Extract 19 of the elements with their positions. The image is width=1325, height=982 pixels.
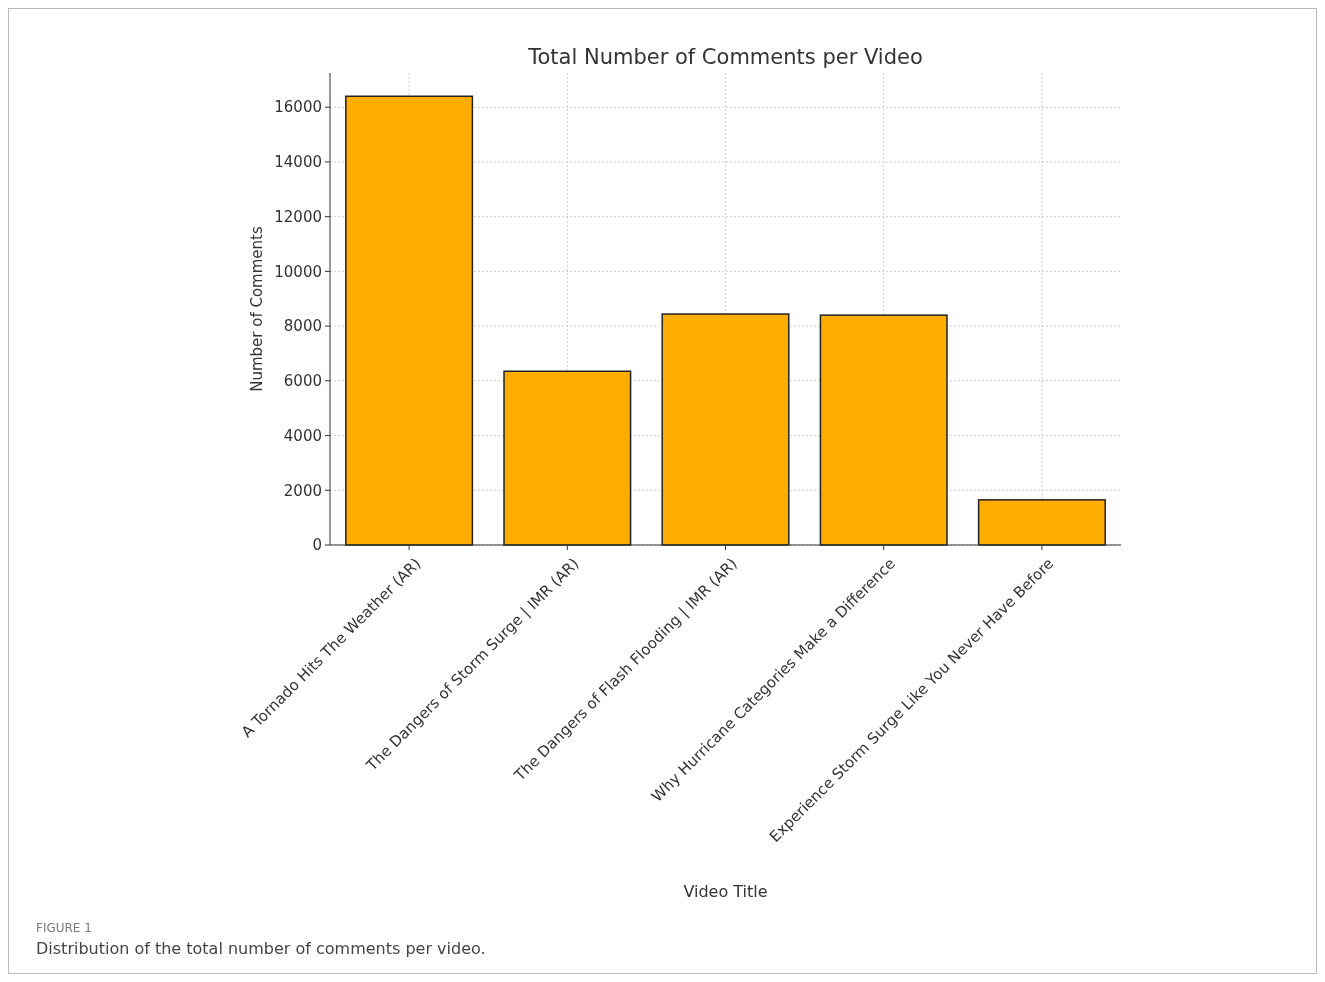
y-tick-label: 14000 (274, 153, 322, 172)
bar (345, 95, 474, 546)
x-axis-title: Video Title (683, 882, 768, 901)
y-tick-label: 16000 (274, 98, 322, 117)
y-tick-label: 4000 (283, 426, 322, 445)
chart-title: Total Number of Comments per Video (527, 45, 923, 69)
text: Distribution of the total number of comments per video. (36, 939, 486, 958)
bar (503, 370, 632, 546)
y-tick-label: 6000 (283, 372, 322, 391)
y-tick-label: 12000 (274, 207, 322, 226)
bar (977, 499, 1106, 546)
y-tick-label: 10000 (274, 262, 322, 281)
bar (819, 314, 948, 546)
y-tick-label: 8000 (283, 317, 322, 336)
bar (661, 313, 790, 546)
caption: FIGURE 1 (36, 921, 92, 935)
y-axis-title: Number of Comments (248, 226, 266, 392)
y-tick-label: 0 (312, 536, 322, 555)
y-tick-label: 2000 (283, 481, 322, 500)
